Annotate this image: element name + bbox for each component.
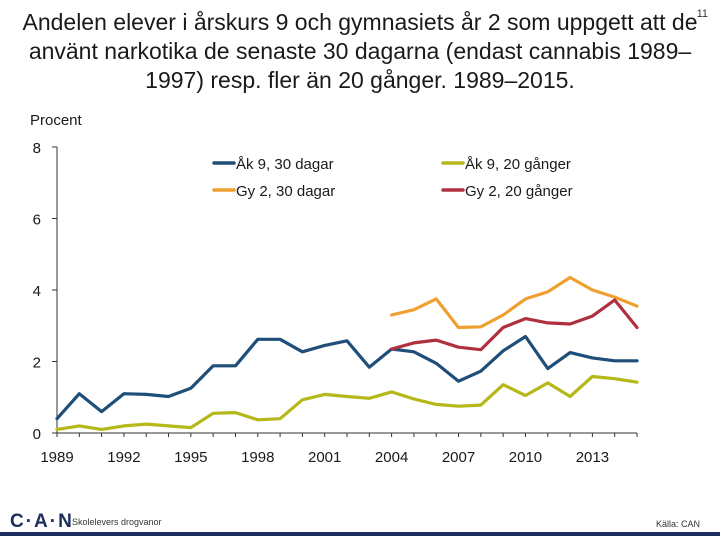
axes: 0 2 4 6 8 1989 1992 1995 1998 2001 2004 2007 2010 201… [33, 140, 638, 466]
y-tick-label: 4 [33, 283, 41, 300]
x-tick-label: 2013 [576, 449, 609, 466]
x-tick-label: 2001 [308, 449, 341, 466]
footer-divider [0, 532, 720, 536]
series-line-1 [55, 334, 639, 421]
y-tick-label: 8 [33, 140, 41, 157]
chart-title: Andelen elever i årskurs 9 och gymnasiet… [22, 9, 698, 93]
can-logo: C·A·N [10, 511, 74, 532]
series-line-2 [390, 275, 639, 330]
x-tick-label: 1989 [40, 449, 73, 466]
page-number: 11 [696, 8, 708, 20]
source-label: Källa: CAN [655, 519, 700, 529]
y-tick-label: 2 [33, 355, 41, 372]
legend-label: Gy 2, 30 dagar [236, 183, 335, 200]
organization-label: Skolelevers drogvanor [72, 517, 162, 527]
series-line-3 [55, 374, 639, 431]
x-tick-label: 1995 [174, 449, 207, 466]
legend: Åk 9, 30 dagar Gy 2, 30 dagar Åk 9, 20 gån… [212, 156, 573, 200]
x-tick-label: 2010 [509, 449, 542, 466]
series-lines [55, 275, 639, 431]
x-tick-label: 1998 [241, 449, 274, 466]
legend-label: Åk 9, 20 gånger [465, 156, 571, 173]
series-line-4 [390, 298, 639, 352]
y-axis-label: Procent [30, 112, 82, 129]
x-tick-label: 1992 [107, 449, 140, 466]
y-tick-label: 6 [33, 212, 41, 229]
legend-label: Gy 2, 20 gånger [465, 183, 573, 200]
x-tick-label: 2004 [375, 449, 408, 466]
legend-label: Åk 9, 30 dagar [236, 156, 334, 173]
y-tick-label: 0 [33, 426, 41, 443]
x-tick-label: 2007 [442, 449, 475, 466]
